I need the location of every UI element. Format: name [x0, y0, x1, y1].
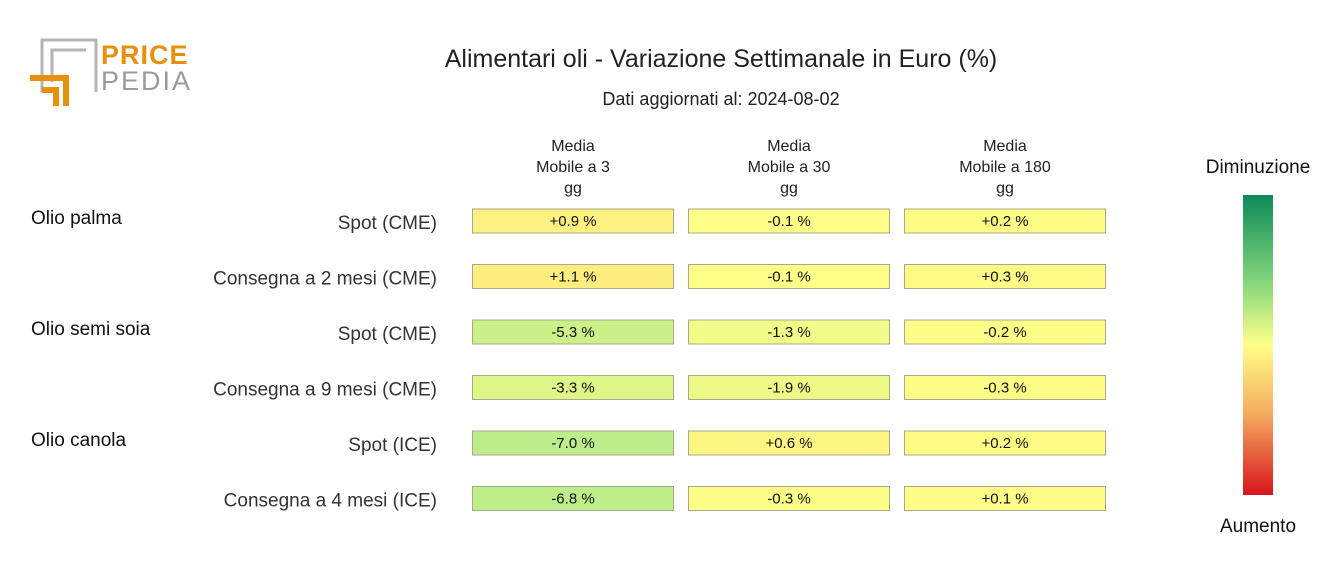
cell-value-label: +0.3 % — [981, 269, 1028, 286]
column-header-3-line-2: Mobile a 180 — [959, 159, 1051, 176]
row-labels: Spot (CME) Consegna a 2 mesi (CME) Spot (C… — [213, 213, 437, 512]
heatmap-cell — [688, 319, 890, 345]
cell-value-label: -1.3 % — [767, 324, 810, 341]
heatmap-cell — [688, 430, 890, 456]
column-header-3-line-3: gg — [996, 180, 1014, 197]
heatmap-cell — [472, 264, 674, 289]
column-header-1-line-2: Mobile a 3 — [536, 159, 610, 176]
heatmap-cell — [688, 486, 890, 511]
chart-title: Alimentari oli - Variazione Settimanale … — [445, 45, 998, 73]
legend-top-label: Diminuzione — [1206, 157, 1311, 178]
cell-value-label: -0.1 % — [767, 269, 810, 286]
column-header-3-line-1: Media — [983, 138, 1027, 155]
heatmap-cell — [472, 319, 674, 345]
heatmap-cell — [688, 375, 890, 400]
heatmap-cell — [904, 208, 1106, 234]
cell-value-label: -6.8 % — [551, 491, 594, 508]
heatmap-cell — [472, 375, 674, 400]
heatmap-cell — [472, 430, 674, 456]
row-label: Consegna a 4 mesi (ICE) — [224, 491, 437, 512]
cell-value-label: +0.1 % — [981, 491, 1028, 508]
group-label: Olio semi soia — [31, 319, 151, 340]
heatmap-cell — [688, 264, 890, 289]
heatmap-cell — [904, 319, 1106, 345]
column-header-2-line-1: Media — [767, 138, 811, 155]
chart-subtitle: Dati aggiornati al: 2024-08-02 — [602, 89, 839, 109]
row-label: Spot (ICE) — [348, 435, 437, 456]
cell-value-label: -7.0 % — [551, 435, 594, 452]
cell-value-label: -0.1 % — [767, 213, 810, 230]
color-legend: Diminuzione Aumento — [1206, 157, 1311, 537]
pricepedia-logo: PRICE PEDIA — [30, 38, 192, 106]
cell-value-label: -0.2 % — [983, 324, 1026, 341]
group-label: Olio canola — [31, 430, 126, 451]
heatmap-cell — [904, 486, 1106, 511]
cell-value-label: -1.9 % — [767, 380, 810, 397]
column-header-1-line-1: Media — [551, 138, 595, 155]
cell-value-label: +1.1 % — [549, 269, 596, 286]
cell-value-label: -3.3 % — [551, 380, 594, 397]
cell-value-label: +0.2 % — [981, 435, 1028, 452]
heatmap-cell — [472, 486, 674, 511]
row-label: Spot (CME) — [338, 213, 437, 234]
cell-value-label: +0.2 % — [981, 213, 1028, 230]
cell-value-label: -0.3 % — [767, 491, 810, 508]
column-header-1-line-3: gg — [564, 180, 582, 197]
group-labels: Olio palma Olio semi soia Olio canola — [31, 208, 151, 451]
logo-pedia-text: PEDIA — [101, 66, 192, 96]
row-label: Consegna a 2 mesi (CME) — [213, 269, 437, 290]
heatmap-cell — [904, 375, 1106, 400]
cell-value-label: +0.6 % — [765, 435, 812, 452]
heatmap-cell — [472, 208, 674, 234]
group-label: Olio palma — [31, 208, 122, 229]
heatmap-cell — [904, 264, 1106, 289]
legend-gradient-bar — [1243, 195, 1273, 495]
legend-bottom-label: Aumento — [1220, 516, 1296, 537]
cell-value-label: -5.3 % — [551, 324, 594, 341]
heatmap-cells: +0.9 % -0.1 % +0.2 % +1.1 % -0.1 % +0.3 % -5.3… — [472, 208, 1106, 511]
heatmap-cell — [904, 430, 1106, 456]
cell-value-label: -0.3 % — [983, 380, 1026, 397]
column-headers: Media Mobile a 3 gg Media Mobile a 30 gg Media… — [536, 138, 1051, 197]
column-header-2-line-2: Mobile a 30 — [748, 159, 831, 176]
cell-value-label: +0.9 % — [549, 213, 596, 230]
heatmap-cell — [688, 208, 890, 234]
column-header-2-line-3: gg — [780, 180, 798, 197]
row-label: Consegna a 9 mesi (CME) — [213, 380, 437, 401]
logo-price-text: PRICE — [101, 40, 189, 70]
row-label: Spot (CME) — [338, 324, 437, 345]
